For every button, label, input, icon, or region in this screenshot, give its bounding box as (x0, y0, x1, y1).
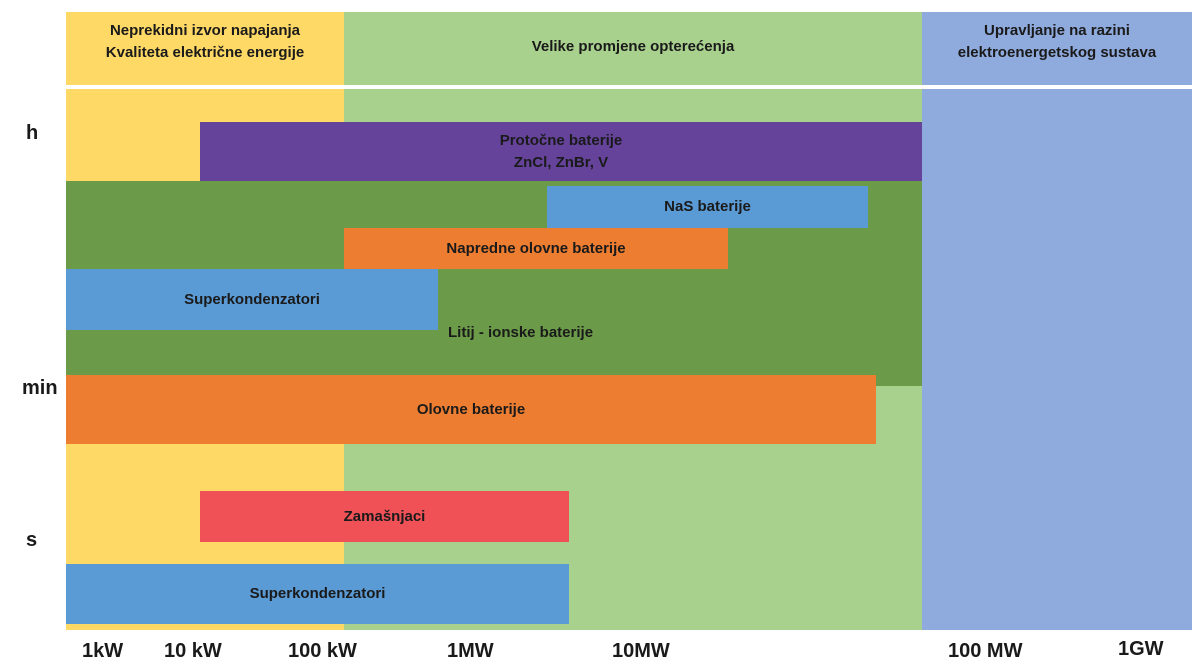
y-label: s (26, 529, 38, 551)
bar-label: Superkondenzatori (184, 290, 320, 308)
x-label: 10 kW (164, 640, 222, 662)
bar-label: Protočne baterije (499, 131, 623, 149)
bar-label: Zamašnjaci (343, 507, 426, 525)
separator (66, 85, 1192, 89)
bar: Superkondenzatori (66, 269, 438, 330)
bar: Olovne baterije (66, 375, 876, 444)
x-label: 10MW (612, 640, 670, 662)
x-label: 100 kW (288, 640, 357, 662)
bar-label: Superkondenzatori (249, 585, 386, 602)
bar-label: Napredne olovne baterije (446, 239, 626, 257)
x-label: 100 MW (948, 640, 1023, 662)
bar: Protočne baterije ZnCl, ZnBr, V (200, 122, 922, 181)
bar: Superkondenzatori (66, 564, 569, 624)
bar: Zamašnjaci (200, 491, 569, 542)
zone-label: Kvaliteta električne energije (105, 44, 305, 61)
zone: Upravljanje na razini elektroenergetskog… (922, 12, 1192, 630)
bar: NaS baterije (547, 186, 868, 228)
x-label: 1kW (82, 640, 124, 662)
bar-label: ZnCl, ZnBr, V (513, 153, 609, 171)
bar-label: Litij - ionske baterije (448, 324, 594, 341)
bar-label: NaS baterije (664, 198, 751, 215)
zone-label: elektroenergetskog sustava (957, 44, 1157, 61)
bar-label: Olovne baterije (416, 400, 526, 418)
x-label: 1MW (447, 640, 494, 662)
zone-label: Velike promjene opterećenja (531, 38, 735, 55)
y-label: h (26, 122, 39, 144)
zone-label: Upravljanje na razini (984, 22, 1130, 39)
y-label: min (22, 377, 58, 399)
zone-label: Neprekidni izvor napajanja (109, 22, 301, 39)
bar: Napredne olovne baterije (344, 228, 728, 269)
x-label: 1GW (1118, 638, 1164, 660)
